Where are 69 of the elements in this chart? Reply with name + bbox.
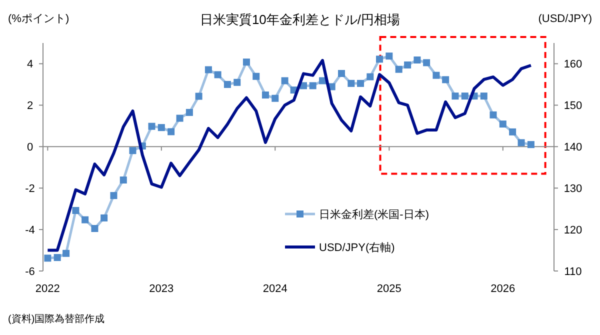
point — [195, 92, 202, 100]
point — [386, 52, 393, 60]
legend-label: USD/JPY(右軸) — [319, 241, 395, 254]
point — [357, 80, 364, 87]
point — [62, 250, 70, 257]
point — [242, 58, 250, 66]
y2-tick-label: 150 — [564, 100, 582, 112]
point — [252, 72, 260, 80]
point — [148, 122, 156, 130]
point — [366, 73, 374, 80]
point — [509, 128, 516, 136]
y-axis-title: (%ポイント) — [8, 13, 70, 25]
point — [518, 139, 525, 146]
y2-tick-label: 160 — [564, 58, 582, 71]
point — [480, 92, 488, 100]
point — [432, 72, 440, 79]
point — [54, 254, 61, 262]
point — [404, 61, 412, 68]
y2-tick-label: 130 — [564, 183, 582, 196]
y2-tick-label: 110 — [564, 266, 582, 278]
point — [168, 128, 175, 136]
point — [120, 176, 127, 184]
point — [272, 94, 279, 102]
y2-axis-title: (USD/JPY) — [538, 13, 592, 25]
x-tick-label: 2023 — [149, 283, 174, 295]
point — [376, 56, 384, 63]
y-tick-label: 2 — [26, 100, 34, 112]
point — [527, 141, 534, 148]
x-tick-label: 2022 — [35, 283, 60, 295]
point — [442, 76, 450, 84]
point — [348, 80, 355, 87]
text: (資料)国際為替部作成 — [8, 313, 105, 325]
point — [129, 147, 136, 154]
x-tick-label: 2026 — [490, 283, 516, 295]
point — [91, 225, 98, 232]
point — [490, 111, 497, 118]
point — [262, 92, 269, 99]
x-tick-label: 2024 — [262, 283, 288, 295]
point — [214, 71, 222, 78]
point — [100, 214, 108, 222]
y2-tick-label: 140 — [564, 142, 582, 154]
y-tick-label: -6 — [25, 266, 35, 278]
legend-label: 日米金利差(米国-日本) — [319, 208, 429, 221]
point — [176, 114, 184, 122]
point — [234, 78, 241, 86]
point — [395, 66, 402, 73]
point — [309, 82, 316, 90]
point — [499, 120, 506, 128]
point — [338, 70, 345, 77]
point — [72, 206, 80, 214]
point — [82, 216, 89, 224]
y-tick-label: 0 — [26, 142, 34, 154]
point — [224, 80, 231, 88]
y-tick-label: -2 — [25, 183, 35, 196]
point — [110, 192, 118, 200]
point — [44, 254, 52, 262]
point — [204, 66, 212, 74]
point — [281, 77, 288, 84]
y-tick-label: 4 — [26, 58, 34, 71]
point — [423, 59, 430, 66]
point — [461, 92, 468, 100]
chart-title: 日米実質10年金利差とドル/円相場 — [200, 12, 400, 27]
point — [186, 108, 193, 116]
y2-tick-label: 120 — [564, 224, 582, 237]
point — [414, 56, 421, 64]
point — [452, 92, 459, 100]
y-tick-label: -4 — [25, 224, 35, 237]
point — [158, 124, 165, 132]
x-tick-label: 2025 — [376, 283, 402, 295]
